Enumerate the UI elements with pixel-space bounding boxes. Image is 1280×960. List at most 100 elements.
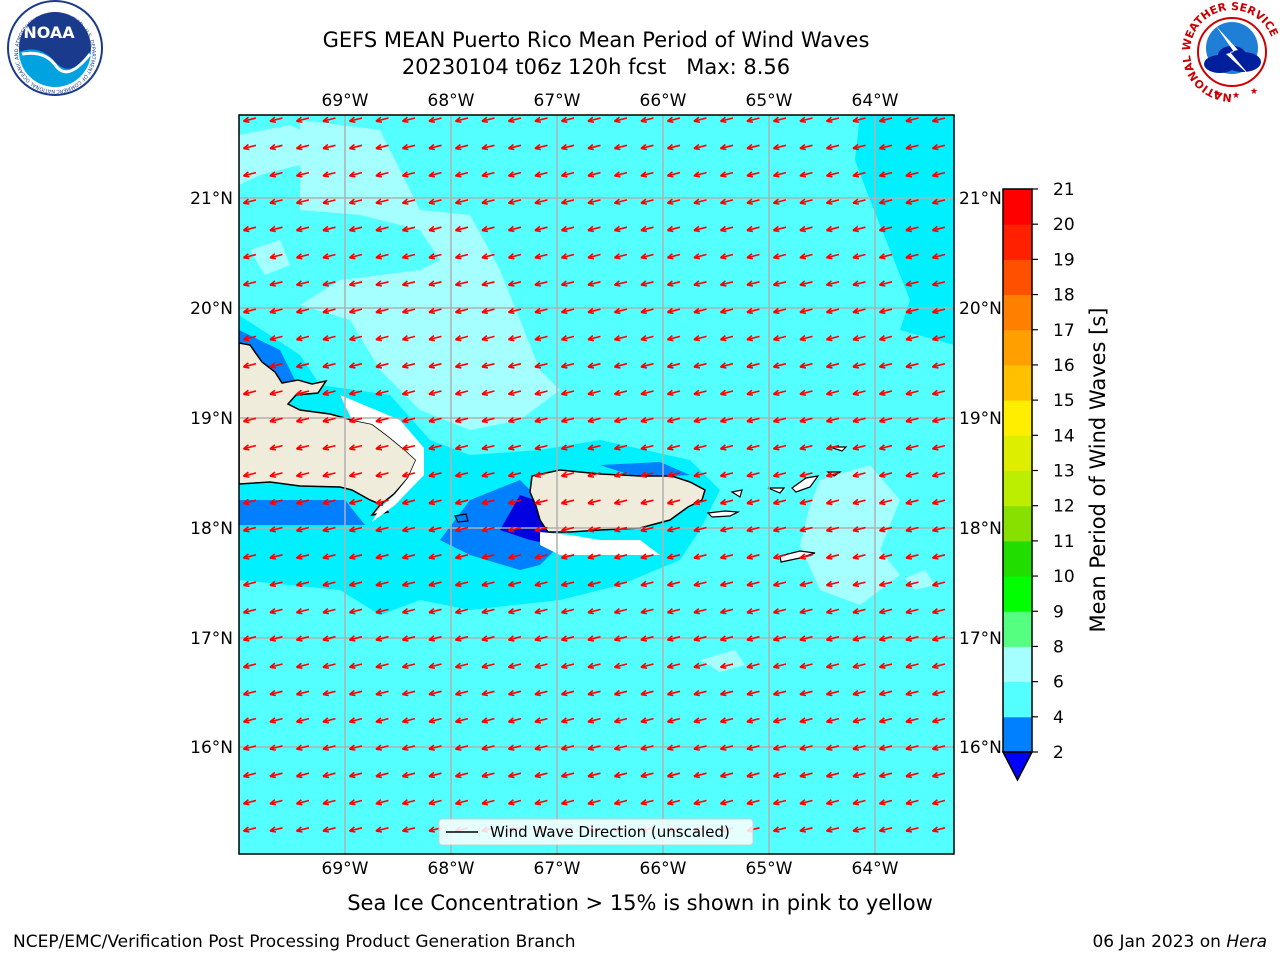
wind-wave-arrow bbox=[693, 689, 707, 697]
wind-wave-arrow bbox=[507, 498, 522, 506]
wind-wave-arrow bbox=[507, 362, 522, 369]
wind-wave-arrow bbox=[560, 689, 575, 697]
wind-wave-arrow bbox=[640, 471, 654, 478]
wind-wave-arrow bbox=[507, 635, 522, 642]
lon-label: 67°W bbox=[534, 859, 581, 879]
wind-wave-arrow bbox=[534, 526, 548, 533]
wind-wave-arrow bbox=[719, 280, 734, 287]
wind-wave-arrow bbox=[534, 416, 548, 424]
wind-wave-arrow bbox=[693, 526, 707, 533]
wind-wave-arrow bbox=[348, 553, 363, 560]
wind-wave-arrow bbox=[666, 635, 681, 642]
wind-wave-arrow bbox=[428, 198, 442, 205]
wind-wave-arrow bbox=[693, 553, 707, 560]
wind-wave-arrow bbox=[401, 662, 416, 670]
wind-wave-arrow bbox=[852, 171, 866, 178]
wind-wave-arrow bbox=[322, 253, 336, 260]
wind-wave-arrow bbox=[830, 853, 832, 854]
colorbar-tick-label: 19 bbox=[1053, 250, 1075, 270]
colorbar-tick-label: 20 bbox=[1053, 215, 1075, 235]
wind-wave-arrow bbox=[905, 116, 919, 124]
wind-wave-arrow bbox=[401, 717, 416, 724]
wind-wave-arrow bbox=[242, 498, 257, 506]
wind-wave-arrow bbox=[401, 607, 416, 615]
wind-wave-arrow bbox=[799, 143, 813, 151]
wind-wave-arrow bbox=[242, 334, 257, 342]
wind-wave-arrow bbox=[825, 116, 840, 124]
wind-wave-arrow bbox=[693, 607, 707, 615]
wind-wave-arrow bbox=[401, 307, 416, 315]
wind-wave-arrow bbox=[375, 526, 389, 533]
wind-wave-arrow bbox=[242, 143, 257, 151]
wind-wave-arrow bbox=[401, 635, 416, 642]
wind-wave-arrow bbox=[613, 116, 628, 124]
wind-wave-arrow bbox=[507, 198, 522, 205]
wind-wave-arrow bbox=[799, 689, 813, 697]
footer-machine: Hera bbox=[1226, 932, 1267, 952]
wind-wave-arrow bbox=[269, 471, 283, 478]
wind-wave-arrow bbox=[905, 744, 919, 751]
wind-wave-arrow bbox=[931, 744, 946, 751]
wind-wave-arrow bbox=[428, 444, 442, 451]
map-legend: Wind Wave Direction (unscaled) bbox=[438, 818, 754, 846]
wind-wave-arrow bbox=[269, 334, 283, 342]
wind-wave-arrow bbox=[587, 662, 601, 670]
wind-wave-arrow bbox=[772, 143, 787, 151]
wind-wave-arrow bbox=[931, 444, 946, 451]
wind-wave-arrow bbox=[719, 389, 734, 397]
wind-wave-arrow bbox=[375, 826, 389, 833]
wind-wave-arrow bbox=[454, 444, 469, 451]
wind-wave-arrow bbox=[746, 471, 760, 478]
wind-wave-arrow bbox=[852, 416, 866, 424]
wind-wave-arrow bbox=[878, 826, 893, 833]
wind-wave-arrow bbox=[613, 225, 628, 233]
wind-wave-arrow bbox=[375, 225, 389, 233]
wind-wave-arrow bbox=[375, 198, 389, 205]
wind-wave-arrow bbox=[322, 416, 336, 424]
wind-wave-arrow bbox=[401, 362, 416, 369]
wind-wave-arrow bbox=[878, 580, 893, 588]
wind-wave-arrow bbox=[905, 307, 919, 315]
wind-wave-arrow bbox=[560, 444, 575, 451]
wind-wave-arrow bbox=[613, 526, 628, 533]
wind-wave-arrow bbox=[878, 526, 893, 533]
wind-wave-arrow bbox=[348, 799, 363, 806]
colorbar-segment bbox=[1003, 224, 1032, 260]
wind-wave-arrow bbox=[401, 416, 416, 424]
wind-wave-arrow bbox=[454, 580, 469, 588]
land-vieques bbox=[706, 510, 741, 518]
wind-wave-arrow bbox=[719, 198, 734, 205]
wind-wave-arrow bbox=[401, 171, 416, 178]
wind-wave-arrow bbox=[640, 607, 654, 615]
wind-wave-arrow bbox=[295, 362, 310, 369]
wind-wave-arrow bbox=[746, 389, 760, 397]
wind-wave-arrow bbox=[719, 171, 734, 178]
wind-wave-arrow bbox=[560, 280, 575, 287]
wind-wave-arrow bbox=[719, 143, 734, 151]
wind-wave-arrow bbox=[534, 744, 548, 751]
wind-wave-arrow bbox=[454, 471, 469, 478]
wind-wave-arrow bbox=[269, 580, 283, 588]
colorbar-tick-label: 17 bbox=[1053, 321, 1075, 341]
wind-wave-arrow bbox=[719, 635, 734, 642]
sea-ice-note: Sea Ice Concentration > 15% is shown in … bbox=[347, 891, 933, 915]
wind-wave-arrow bbox=[587, 280, 601, 287]
wind-wave-arrow bbox=[613, 253, 628, 260]
wind-wave-arrow bbox=[905, 553, 919, 560]
wind-wave-arrow bbox=[481, 580, 495, 588]
wind-wave-arrow bbox=[587, 444, 601, 451]
wind-wave-arrow bbox=[613, 171, 628, 178]
wind-wave-arrow bbox=[587, 253, 601, 260]
wind-wave-arrow bbox=[428, 253, 442, 260]
wind-wave-arrow bbox=[295, 526, 310, 533]
wind-wave-arrow bbox=[507, 143, 522, 151]
wind-wave-arrow bbox=[825, 498, 840, 506]
colorbar-underflow bbox=[1001, 751, 1034, 782]
wind-wave-arrow bbox=[905, 717, 919, 724]
colorbar-tick-label: 9 bbox=[1053, 602, 1064, 622]
wind-wave-arrow bbox=[852, 799, 866, 806]
wind-wave-arrow bbox=[534, 116, 548, 124]
wind-wave-arrow bbox=[772, 635, 787, 642]
wind-wave-arrow bbox=[799, 171, 813, 178]
wind-wave-arrow bbox=[428, 362, 442, 369]
